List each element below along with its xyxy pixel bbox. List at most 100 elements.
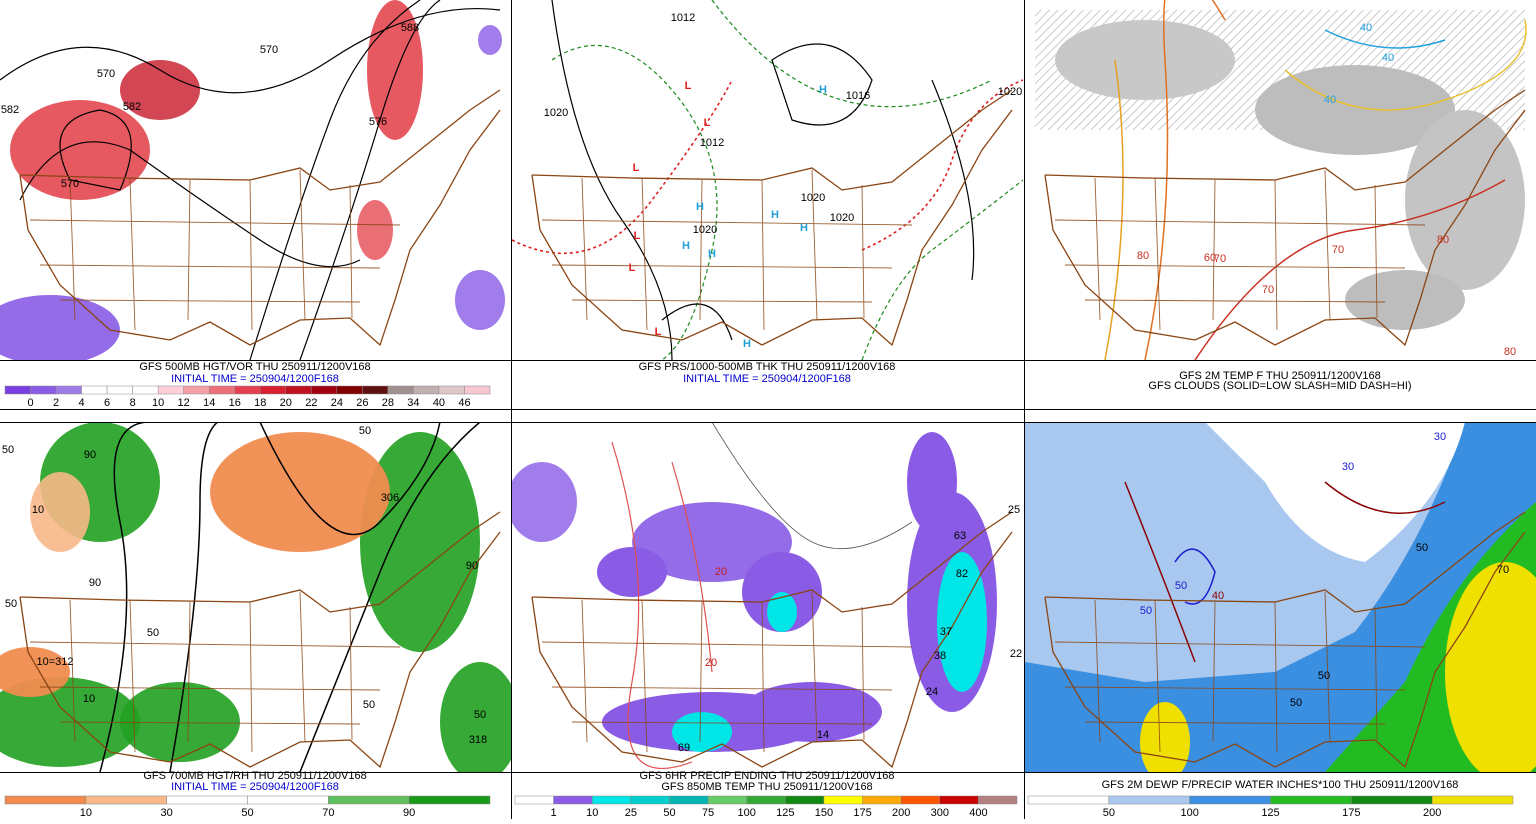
colorbar-label: 90 xyxy=(403,807,415,819)
state-lines xyxy=(541,591,913,753)
contour-label: 50 xyxy=(147,627,159,639)
map-contour xyxy=(299,422,481,772)
contour-label: 80 xyxy=(1137,250,1149,262)
state-lines xyxy=(29,169,401,331)
colorbar-swatch xyxy=(81,385,108,395)
colorbar-swatch xyxy=(785,795,825,805)
map-shade xyxy=(0,295,120,360)
map-shade xyxy=(767,592,797,632)
colorbar-swatch xyxy=(1189,795,1271,805)
contour-label: 90 xyxy=(84,449,96,461)
contour-label: 50 xyxy=(5,598,17,610)
map-shade xyxy=(632,502,792,582)
map-shade xyxy=(357,200,393,260)
colorbar-swatch xyxy=(1431,795,1514,805)
contour-label: 70 xyxy=(1214,253,1226,265)
colorbar-label: 46 xyxy=(458,397,470,409)
colorbar-label: 24 xyxy=(331,397,343,409)
contour-label: 82 xyxy=(956,568,968,580)
contour-label: 306 xyxy=(381,492,399,504)
map-shade xyxy=(907,432,957,532)
map-contour xyxy=(169,422,240,772)
caption: GFS 2M DEWP F/PRECIP WATER INCHES*100 TH… xyxy=(1102,779,1459,791)
panel xyxy=(0,422,511,772)
state-lines xyxy=(1054,591,1426,753)
contour-label: 70 xyxy=(1262,284,1274,296)
colorbar-swatch xyxy=(183,385,210,395)
map-contour xyxy=(1324,29,1446,49)
map-contour xyxy=(259,422,441,536)
pressure-center: L xyxy=(655,326,662,338)
contour-label: 318 xyxy=(469,734,487,746)
country-border xyxy=(1044,511,1526,613)
contour-label: 20 xyxy=(715,566,727,578)
contour-label: 90 xyxy=(466,560,478,572)
map-shade xyxy=(0,647,70,697)
colorbar-swatch xyxy=(85,795,167,805)
contour-label: 50 xyxy=(1318,670,1330,682)
map-shade xyxy=(367,0,423,140)
colorbar-label: 70 xyxy=(322,807,334,819)
map-shade xyxy=(1255,65,1455,155)
country-border xyxy=(1044,89,1526,191)
colorbar-swatch xyxy=(260,385,287,395)
pressure-center: L xyxy=(633,162,640,174)
caption: GFS CLOUDS (SOLID=LOW SLASH=MID DASH=HI) xyxy=(1148,380,1411,392)
contour-label: 10 xyxy=(83,693,95,705)
contour-label: 576 xyxy=(369,116,387,128)
map-contour xyxy=(1205,422,1465,562)
colorbar-label: 22 xyxy=(305,397,317,409)
contour-label: 80 xyxy=(1504,346,1516,358)
colorbar-label: 200 xyxy=(1423,807,1441,819)
map-contour xyxy=(1324,481,1446,514)
colorbar-swatch xyxy=(208,385,235,395)
colorbar-swatch xyxy=(464,385,491,395)
contour-label: 22 xyxy=(1010,648,1022,660)
map-shade xyxy=(30,472,90,552)
state-lines xyxy=(541,169,913,331)
colorbar-swatch xyxy=(362,385,389,395)
colorbar-label: 75 xyxy=(702,807,714,819)
colorbar-label: 125 xyxy=(776,807,794,819)
contour-label: 30 xyxy=(1342,461,1354,473)
caption: GFS PRS/1000-500MB THK THU 250911/1200V1… xyxy=(639,361,896,373)
map-shade xyxy=(1345,270,1465,330)
contour-label: 1012 xyxy=(671,12,695,24)
caption: INITIAL TIME = 250904/1200F168 xyxy=(683,373,851,385)
colorbar-label: 125 xyxy=(1261,807,1279,819)
colorbar-label: 175 xyxy=(853,807,871,819)
colorbar-label: 50 xyxy=(1103,807,1115,819)
contour-label: 63 xyxy=(954,530,966,542)
colorbar-swatch xyxy=(157,385,184,395)
contour-label: 24 xyxy=(926,686,938,698)
pressure-center: L xyxy=(685,80,692,92)
colorbar-label: 12 xyxy=(178,397,190,409)
colorbar-swatch xyxy=(939,795,979,805)
colorbar-label: 10 xyxy=(152,397,164,409)
map-contour xyxy=(1124,481,1196,663)
colorbar-label: 4 xyxy=(79,397,85,409)
map-contour xyxy=(861,179,1023,360)
map-area xyxy=(0,0,505,360)
contour-label: 1020 xyxy=(998,86,1022,98)
pressure-center: L xyxy=(634,230,641,242)
colorbar-swatch xyxy=(669,795,709,805)
caption: INITIAL TIME = 250904/1200F168 xyxy=(171,781,339,793)
map-shade xyxy=(1140,702,1190,772)
map-shade xyxy=(1055,20,1235,100)
contour-label: 70 xyxy=(1332,244,1344,256)
map-contour xyxy=(1284,19,1527,111)
map-contour xyxy=(0,7,501,94)
contour-label: 50 xyxy=(474,709,486,721)
colorbar-label: 18 xyxy=(254,397,266,409)
pressure-center: L xyxy=(629,262,636,274)
country-border xyxy=(531,89,1013,191)
colorbar-label: 2 xyxy=(53,397,59,409)
pressure-center: H xyxy=(743,338,751,350)
colorbar-label: 20 xyxy=(280,397,292,409)
map-contour xyxy=(1194,179,1506,360)
map-shade xyxy=(10,100,150,200)
contour-label: 30 xyxy=(1434,431,1446,443)
colorbar-swatch xyxy=(30,385,57,395)
map-contour xyxy=(711,422,913,550)
